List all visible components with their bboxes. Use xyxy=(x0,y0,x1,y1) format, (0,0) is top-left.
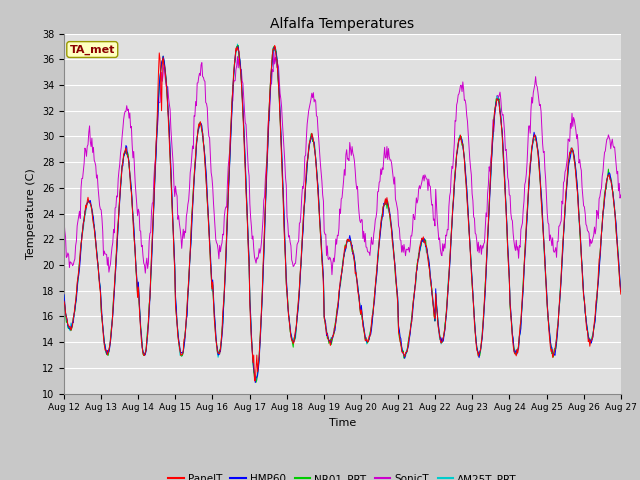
X-axis label: Time: Time xyxy=(329,418,356,428)
Y-axis label: Temperature (C): Temperature (C) xyxy=(26,168,36,259)
Text: TA_met: TA_met xyxy=(70,44,115,55)
Title: Alfalfa Temperatures: Alfalfa Temperatures xyxy=(270,17,415,31)
Legend: PanelT, HMP60, NR01_PRT, SonicT, AM25T_PRT: PanelT, HMP60, NR01_PRT, SonicT, AM25T_P… xyxy=(164,470,521,480)
